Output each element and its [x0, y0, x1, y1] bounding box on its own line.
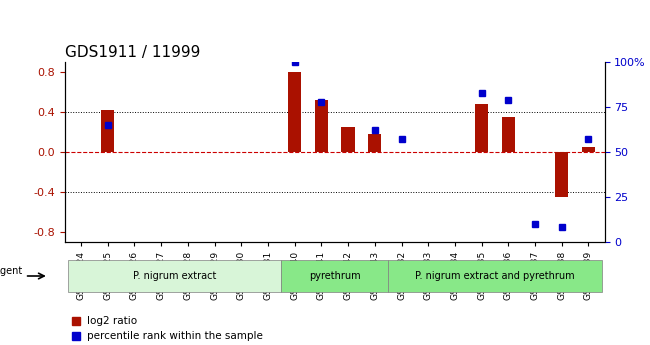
Bar — [341, 127, 355, 152]
Text: GDS1911 / 11999: GDS1911 / 11999 — [65, 45, 200, 60]
Bar — [368, 134, 382, 152]
FancyBboxPatch shape — [388, 260, 602, 292]
Text: agent: agent — [0, 266, 23, 276]
Text: log2 ratio: log2 ratio — [86, 316, 136, 326]
Bar — [315, 100, 328, 152]
FancyBboxPatch shape — [281, 260, 388, 292]
Bar — [475, 104, 488, 152]
Bar — [582, 147, 595, 152]
Text: percentile rank within the sample: percentile rank within the sample — [86, 332, 263, 341]
Bar — [502, 117, 515, 152]
Bar — [288, 72, 302, 152]
Text: P. nigrum extract and pyrethrum: P. nigrum extract and pyrethrum — [415, 271, 575, 281]
Bar — [555, 152, 569, 197]
Text: P. nigrum extract: P. nigrum extract — [133, 271, 216, 281]
Text: pyrethrum: pyrethrum — [309, 271, 361, 281]
Bar — [101, 110, 114, 152]
FancyBboxPatch shape — [68, 260, 281, 292]
